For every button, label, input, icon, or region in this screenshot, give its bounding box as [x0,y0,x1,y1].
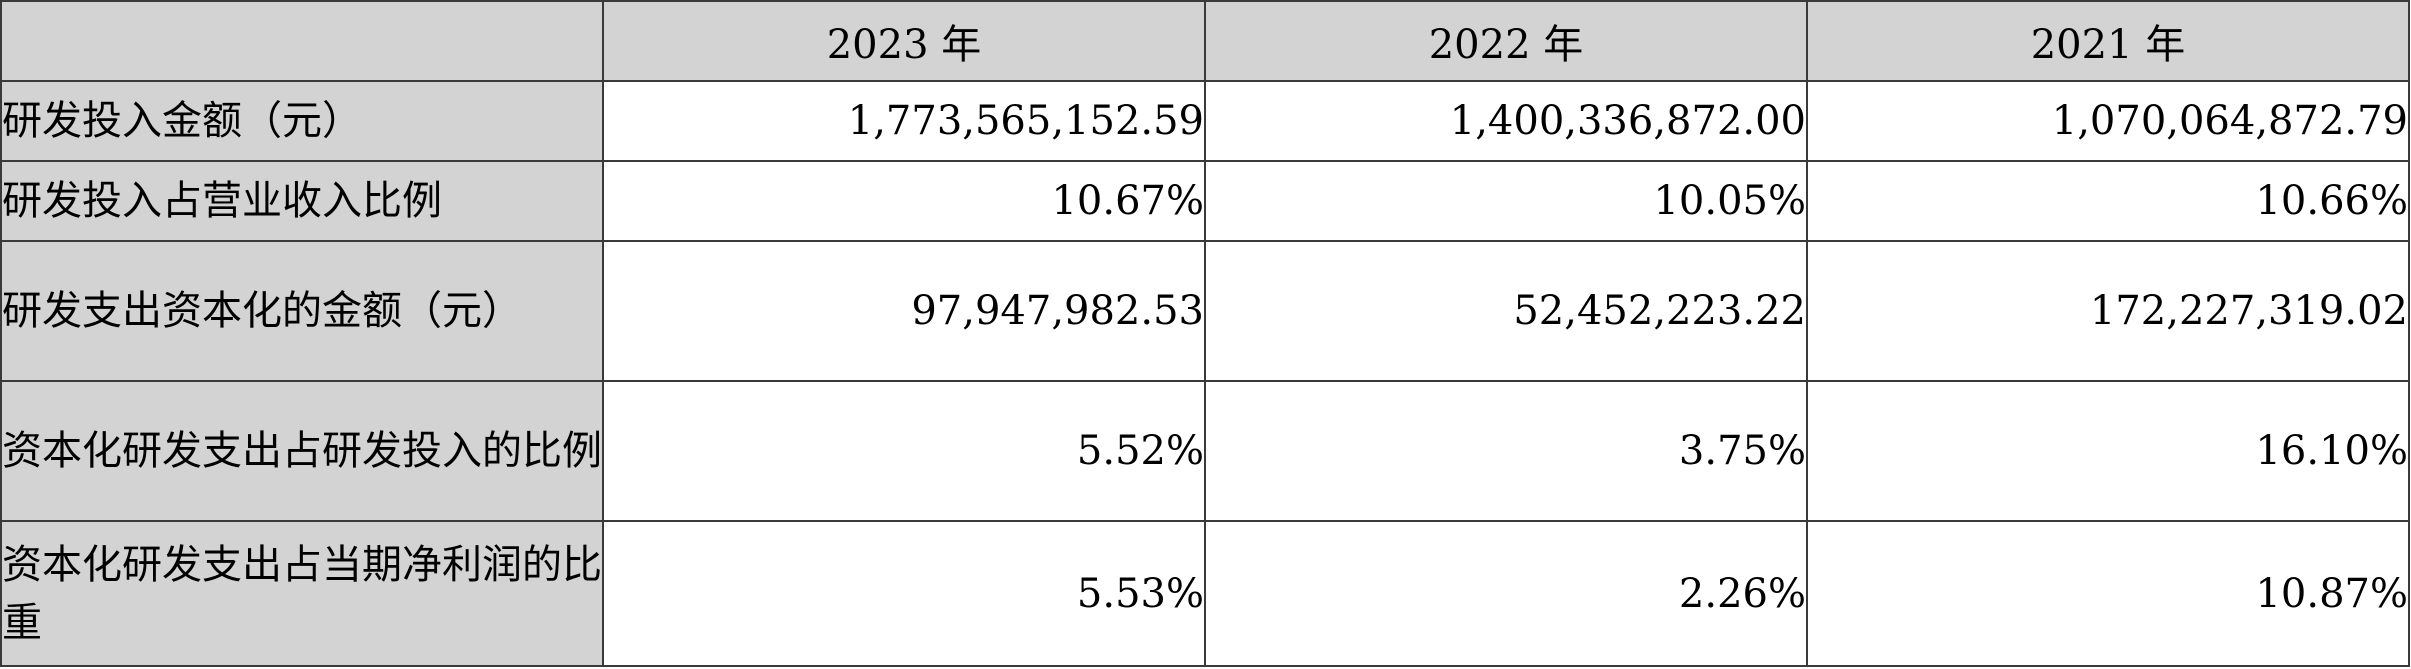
cell-2022: 3.75% [1204,380,1808,522]
cell-2023: 1,773,565,152.59 [602,80,1206,162]
table-row: 资本化研发支出占研发投入的比例 5.52% 3.75% 16.10% [0,380,2410,522]
header-year-2021: 2021 年 [1806,0,2410,82]
row-label: 资本化研发支出占当期净利润的比重 [0,520,604,667]
table-row: 研发支出资本化的金额（元） 97,947,982.53 52,452,223.2… [0,240,2410,382]
row-label: 研发支出资本化的金额（元） [0,240,604,382]
table-header-row: 2023 年 2022 年 2021 年 [0,0,2410,82]
cell-2022: 52,452,223.22 [1204,240,1808,382]
cell-2023: 10.67% [602,160,1206,242]
cell-2021: 10.66% [1806,160,2410,242]
cell-2022: 2.26% [1204,520,1808,667]
cell-2021: 1,070,064,872.79 [1806,80,2410,162]
table-row: 研发投入占营业收入比例 10.67% 10.05% 10.66% [0,160,2410,242]
table-row: 研发投入金额（元） 1,773,565,152.59 1,400,336,872… [0,80,2410,162]
row-label: 资本化研发支出占研发投入的比例 [0,380,604,522]
row-label: 研发投入占营业收入比例 [0,160,604,242]
table-row: 资本化研发支出占当期净利润的比重 5.53% 2.26% 10.87% [0,520,2410,667]
header-year-2023: 2023 年 [602,0,1206,82]
cell-2021: 10.87% [1806,520,2410,667]
row-label: 研发投入金额（元） [0,80,604,162]
cell-2023: 5.53% [602,520,1206,667]
header-year-2022: 2022 年 [1204,0,1808,82]
cell-2021: 172,227,319.02 [1806,240,2410,382]
cell-2022: 1,400,336,872.00 [1204,80,1808,162]
cell-2022: 10.05% [1204,160,1808,242]
cell-2023: 97,947,982.53 [602,240,1206,382]
cell-2021: 16.10% [1806,380,2410,522]
header-corner-cell [0,0,604,82]
cell-2023: 5.52% [602,380,1206,522]
